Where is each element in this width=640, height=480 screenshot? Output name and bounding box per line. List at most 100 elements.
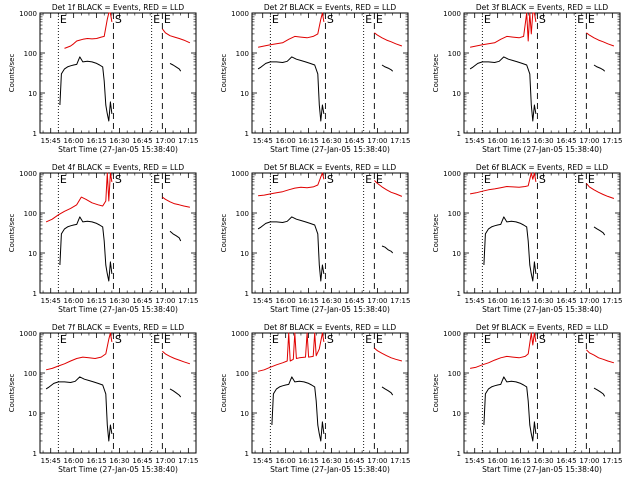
lld-series-line — [45, 172, 113, 223]
x-tick-label: 16:00 — [276, 137, 296, 145]
y-tick-label: 1000 — [231, 10, 249, 18]
x-tick-label: 17:00 — [579, 297, 599, 305]
x-tick-label: 16:15 — [86, 297, 106, 305]
time-marker-label: E — [365, 173, 372, 186]
x-tick-label: 15:45 — [41, 137, 61, 145]
panel-title: Det 9f BLACK = Events, RED = LLD — [476, 323, 609, 332]
detector-panel: Det 9f BLACK = Events, RED = LLD 1 10 100 10… — [432, 323, 622, 474]
x-tick-label: 15:45 — [465, 297, 485, 305]
events-series-line — [469, 56, 537, 122]
time-marker-label: E — [153, 333, 160, 346]
time-marker-label: S — [539, 333, 546, 346]
y-tick-label: 1 — [33, 450, 37, 458]
events-series-line — [483, 376, 537, 442]
x-tick-label: 16:15 — [510, 457, 530, 465]
time-marker-label: S — [539, 173, 546, 186]
events-series-line — [483, 216, 537, 282]
x-tick-label: 16:45 — [132, 457, 152, 465]
time-marker-label: E — [60, 13, 67, 26]
lld-series-line — [162, 350, 191, 365]
events-series-line — [45, 376, 113, 442]
time-marker-label: E — [588, 333, 595, 346]
panel-title: Det 3f BLACK = Events, RED = LLD — [476, 3, 609, 12]
y-tick-label: 10 — [28, 250, 37, 258]
events-series-line — [257, 216, 325, 282]
detector-panel: Det 1f BLACK = Events, RED = LLD 1 10 100 10… — [8, 3, 198, 154]
lld-series-line — [374, 32, 403, 47]
time-marker-label: S — [327, 173, 334, 186]
x-axis-label: Start Time (27-Jan-05 15:38:40) — [482, 305, 602, 314]
time-marker-label: E — [60, 333, 67, 346]
time-marker-label: E — [365, 13, 372, 26]
time-marker-label: S — [539, 13, 546, 26]
time-marker-label: E — [272, 13, 279, 26]
y-tick-label: 1 — [245, 290, 249, 298]
x-tick-label: 17:00 — [155, 297, 175, 305]
y-tick-label: 1 — [457, 130, 461, 138]
events-series-line — [381, 64, 394, 72]
events-series-line — [257, 56, 325, 122]
x-axis-label: Start Time (27-Jan-05 15:38:40) — [58, 465, 178, 474]
x-tick-label: 16:00 — [488, 457, 508, 465]
lld-series-line — [586, 32, 615, 47]
time-marker-label: S — [327, 333, 334, 346]
y-axis-label: Counts/sec — [8, 374, 16, 413]
y-tick-label: 1 — [457, 290, 461, 298]
events-series-line — [593, 64, 606, 72]
x-tick-label: 15:45 — [253, 457, 273, 465]
plot-frame — [463, 332, 621, 454]
events-series-line — [169, 62, 182, 72]
x-tick-label: 16:30 — [533, 457, 553, 465]
x-tick-label: 16:15 — [86, 137, 106, 145]
lld-series-line — [162, 28, 191, 44]
y-axis-label: Counts/sec — [8, 54, 16, 93]
time-marker-label: E — [376, 333, 383, 346]
y-tick-label: 1 — [33, 130, 37, 138]
plot-frame — [39, 172, 197, 294]
y-tick-label: 1000 — [19, 170, 37, 178]
x-tick-label: 17:15 — [390, 457, 410, 465]
x-tick-label: 16:15 — [510, 137, 530, 145]
x-tick-label: 17:00 — [155, 457, 175, 465]
y-tick-label: 100 — [448, 210, 461, 218]
y-axis-label: Counts/sec — [220, 374, 228, 413]
y-axis-label: Counts/sec — [220, 54, 228, 93]
y-tick-label: 1000 — [19, 330, 37, 338]
x-tick-label: 16:45 — [132, 137, 152, 145]
time-marker-label: E — [484, 13, 491, 26]
events-series-line — [59, 216, 113, 282]
panel-title: Det 2f BLACK = Events, RED = LLD — [264, 3, 397, 12]
x-axis-label: Start Time (27-Jan-05 15:38:40) — [58, 145, 178, 154]
detector-panel: Det 2f BLACK = Events, RED = LLD 1 10 100 10… — [220, 3, 410, 154]
plot-frame — [463, 12, 621, 134]
lld-series-line — [374, 180, 403, 197]
x-tick-label: 15:45 — [253, 137, 273, 145]
plot-frame — [39, 12, 197, 134]
time-marker-label: E — [272, 173, 279, 186]
x-tick-label: 15:45 — [41, 457, 61, 465]
y-tick-label: 1 — [245, 130, 249, 138]
y-tick-label: 10 — [452, 250, 461, 258]
y-tick-label: 10 — [28, 410, 37, 418]
events-series-line — [593, 226, 606, 236]
x-tick-label: 17:15 — [178, 457, 198, 465]
x-tick-label: 16:00 — [488, 297, 508, 305]
x-tick-label: 16:15 — [298, 137, 318, 145]
time-marker-label: S — [115, 13, 122, 26]
x-tick-label: 16:45 — [132, 297, 152, 305]
time-marker-label: S — [327, 13, 334, 26]
y-tick-label: 100 — [448, 50, 461, 58]
time-marker-label: E — [588, 173, 595, 186]
x-tick-label: 17:00 — [579, 137, 599, 145]
x-tick-label: 17:00 — [579, 457, 599, 465]
y-tick-label: 1000 — [443, 170, 461, 178]
time-marker-label: E — [164, 173, 171, 186]
time-marker-label: E — [164, 333, 171, 346]
lld-series-line — [586, 349, 615, 364]
x-tick-label: 16:00 — [64, 137, 84, 145]
lld-series-line — [374, 347, 403, 362]
events-series-line — [271, 376, 325, 442]
y-tick-label: 10 — [28, 90, 37, 98]
x-tick-label: 16:45 — [344, 457, 364, 465]
